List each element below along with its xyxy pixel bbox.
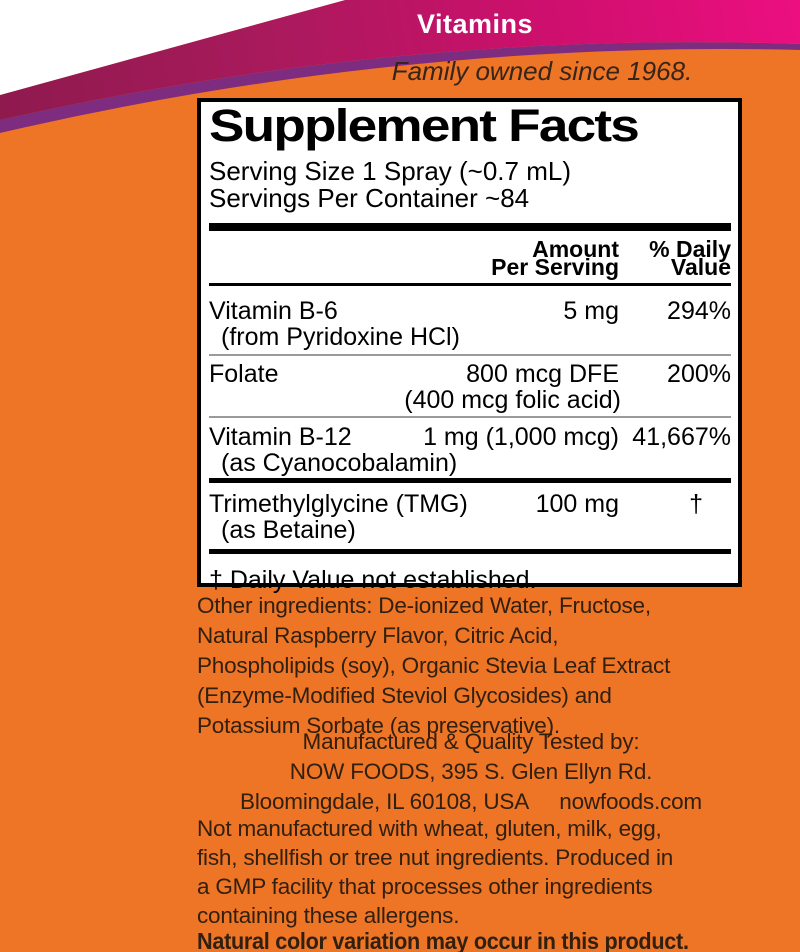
table-row-folate: Folate 800 mcg DFE 200% (400 mcg folic a… [209,356,731,416]
category-banner: Vitamins [416,9,534,39]
text-line: NOW FOODS, 395 S. Glen Ellyn Rd. [289,759,653,784]
supplement-facts-panel: Supplement Facts Serving Size 1 Spray (~… [197,98,742,594]
header-line: % Daily [649,236,731,262]
nutrient-source: (as Betaine) [221,516,356,544]
text-line: containing these allergens. [197,903,460,928]
text-line: Potassium Sorbate (as preservative). [197,713,560,738]
nutrient-source: (as Cyanocobalamin) [221,449,458,477]
amount-column-header: Amount Per Serving [491,236,619,280]
divider-medium [209,478,731,483]
facts-title: Supplement Facts [209,100,640,151]
manufacturer-block: Manufactured & Quality Tested by: NOW FO… [197,727,745,817]
serving-size: Serving Size 1 Spray (~0.7 mL) [209,156,571,186]
nutrient-daily-value-dagger: † [689,490,703,518]
text-line: Natural Raspberry Flavor, Citric Acid, [197,623,559,648]
other-ingredients-paragraph: Other ingredients: De-ionized Water, Fru… [197,591,670,741]
nutrient-name: Vitamin B-12 [209,423,352,451]
text-line: Other ingredients: De-ionized Water, Fru… [197,593,651,618]
header-line: Value [670,254,731,280]
text-line: a GMP facility that processes other ingr… [197,874,653,899]
nutrient-source: (from Pyridoxine HCl) [221,323,460,351]
header-line: Per Serving [491,254,619,280]
row-divider [209,354,731,356]
nutrient-amount-detail: (400 mcg folic acid) [404,386,621,414]
header-line: Amount [532,236,619,262]
nutrient-daily-value: 41,667% [632,423,731,451]
color-variation-note: Natural color variation may occur in thi… [197,928,689,952]
nutrient-amount: 5 mg [563,297,619,325]
text-line: fish, shellfish or tree nut ingredients.… [197,845,674,870]
allergen-statement: Not manufactured with wheat, gluten, mil… [197,814,673,930]
header-divider [209,283,731,286]
text-line: (Enzyme-Modified Steviol Glycosides) and [197,683,612,708]
text-line: Manufactured & Quality Tested by: [302,729,640,754]
ribbon-shadow [0,42,800,133]
divider-thick-top [209,223,731,231]
nutrient-name: Trimethylglycine (TMG) [209,490,468,518]
pink-ribbon [0,0,800,120]
nutrient-name: Vitamin B-6 [209,297,338,325]
nutrient-daily-value: 294% [667,297,731,325]
servings-per-container: Servings Per Container ~84 [209,183,530,213]
table-row-tmg: Trimethylglycine (TMG) 100 mg † (as Beta… [209,483,731,549]
nutrient-amount: 800 mcg DFE [466,360,619,388]
nutrient-daily-value: 200% [667,360,731,388]
tagline: Family owned since 1968. [391,56,693,86]
nutrient-amount: 100 mg [535,490,619,518]
text-line: Not manufactured with wheat, gluten, mil… [197,816,662,841]
text-line: Phospholipids (soy), Organic Stevia Leaf… [197,653,671,678]
nutrient-name: Folate [209,360,279,388]
text-line: Bloomingdale, IL 60108, USA nowfoods.com [240,789,702,814]
table-header: Amount Per Serving % Daily Value [209,231,731,283]
white-corner-wedge [0,0,345,95]
divider-medium [209,549,731,554]
row-divider [209,416,731,418]
daily-value-column-header: % Daily Value [619,236,731,280]
table-row-vitamin-b12: Vitamin B-12 1 mg (1,000 mcg) 41,667% (a… [209,418,731,478]
nutrient-amount: 1 mg (1,000 mcg) [423,423,619,451]
daily-value-footnote: † Daily Value not established. [209,566,537,594]
table-row-vitamin-b6: Vitamin B-6 5 mg 294% (from Pyridoxine H… [209,286,731,354]
